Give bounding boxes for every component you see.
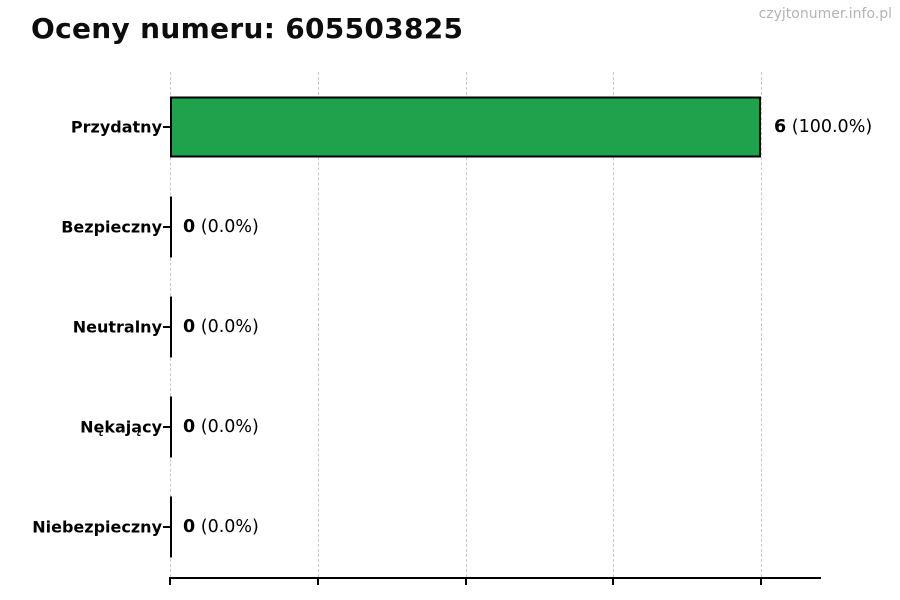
x-axis-tick <box>464 579 467 585</box>
bar-row-bezpieczny: Bezpieczny 0 (0.0%) <box>0 177 900 277</box>
y-axis-tick <box>163 226 170 228</box>
count-value: 0 <box>183 417 196 437</box>
bar <box>170 396 172 458</box>
bar <box>170 296 172 358</box>
category-label: Bezpieczny <box>61 217 162 237</box>
count-value: 6 <box>774 117 787 137</box>
category-label: Neutralny <box>72 317 162 337</box>
bar <box>170 96 761 158</box>
category-label: Przydatny <box>70 117 162 137</box>
y-axis-tick <box>163 326 170 328</box>
x-axis-tick <box>169 579 171 585</box>
percent-value: (0.0%) <box>200 317 259 337</box>
value-label: 0 (0.0%) <box>183 417 259 437</box>
x-axis-tick <box>316 579 319 585</box>
bar <box>170 496 172 558</box>
category-label: Nękający <box>80 417 162 437</box>
count-value: 0 <box>183 317 196 337</box>
watermark-text: czyjtonumer.info.pl <box>758 6 892 22</box>
chart-title: Oceny numeru: 605503825 <box>31 12 464 45</box>
value-label: 0 (0.0%) <box>183 517 259 537</box>
x-axis-line <box>169 577 821 579</box>
value-label: 0 (0.0%) <box>183 217 259 237</box>
percent-value: (0.0%) <box>200 517 259 537</box>
category-label: Niebezpieczny <box>32 517 162 537</box>
count-value: 0 <box>183 517 196 537</box>
gridline <box>317 72 319 577</box>
count-value: 0 <box>183 217 196 237</box>
value-label: 0 (0.0%) <box>183 317 259 337</box>
bar-row-nekajacy: Nękający 0 (0.0%) <box>0 377 900 477</box>
y-axis-tick <box>163 426 170 428</box>
bar-row-niebezpieczny: Niebezpieczny 0 (0.0%) <box>0 477 900 577</box>
x-axis-tick <box>760 579 762 585</box>
x-axis-tick <box>612 579 615 585</box>
gridline <box>465 72 467 577</box>
bar-row-neutralny: Neutralny 0 (0.0%) <box>0 277 900 377</box>
bar <box>170 196 172 258</box>
percent-value: (0.0%) <box>200 417 259 437</box>
gridline <box>613 72 615 577</box>
bar-row-przydatny: Przydatny 6 (100.0%) <box>0 77 900 177</box>
gridline <box>761 72 762 577</box>
value-label: 6 (100.0%) <box>774 117 872 137</box>
percent-value: (0.0%) <box>200 217 259 237</box>
y-axis-tick <box>163 126 170 128</box>
y-axis-tick <box>163 526 170 528</box>
percent-value: (100.0%) <box>791 117 873 137</box>
